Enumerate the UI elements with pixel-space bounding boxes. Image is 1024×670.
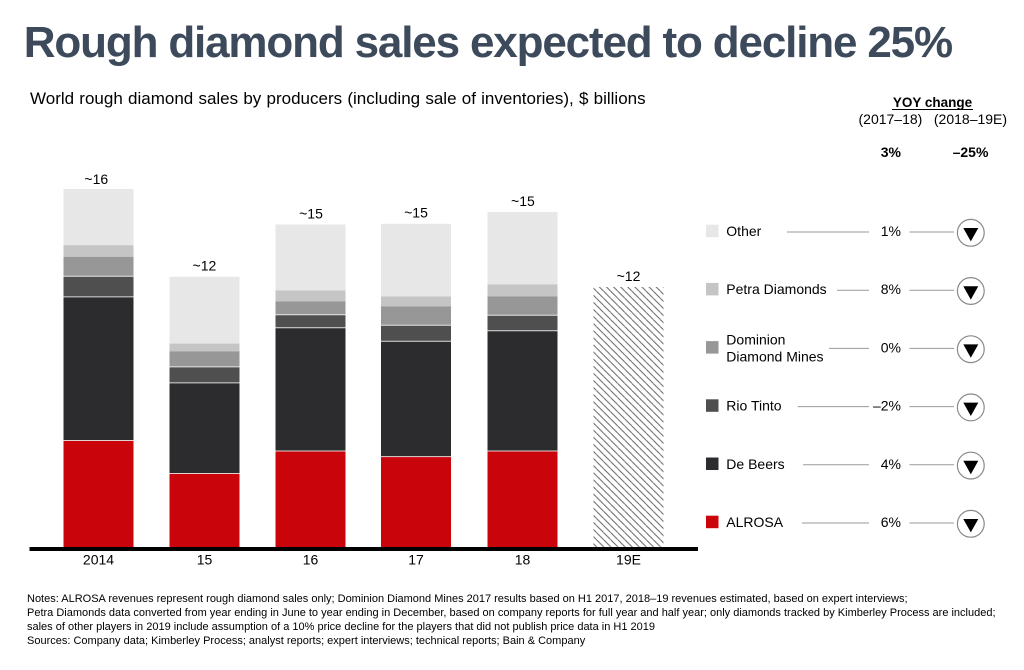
- svg-text:Rio Tinto: Rio Tinto: [726, 398, 781, 414]
- svg-text:19E: 19E: [616, 552, 641, 568]
- svg-text:~15: ~15: [299, 206, 323, 222]
- svg-text:De Beers: De Beers: [726, 456, 784, 472]
- svg-text:ALROSA: ALROSA: [726, 514, 783, 530]
- svg-text:15: 15: [197, 552, 213, 568]
- svg-text:18: 18: [515, 552, 531, 568]
- svg-text:Diamond Mines: Diamond Mines: [726, 348, 823, 364]
- svg-text:~15: ~15: [404, 205, 428, 221]
- svg-text:0%: 0%: [881, 339, 901, 355]
- svg-text:~12: ~12: [617, 268, 641, 284]
- svg-text:~16: ~16: [84, 171, 108, 187]
- svg-text:17: 17: [408, 552, 424, 568]
- svg-text:1%: 1%: [881, 223, 901, 239]
- svg-text:Other: Other: [726, 223, 761, 239]
- svg-text:Dominion: Dominion: [726, 331, 785, 347]
- svg-text:2014: 2014: [83, 552, 114, 568]
- svg-text:Petra Diamonds: Petra Diamonds: [726, 281, 826, 297]
- svg-text:6%: 6%: [881, 514, 901, 530]
- svg-text:16: 16: [303, 552, 319, 568]
- svg-text:8%: 8%: [881, 281, 901, 297]
- svg-text:–2%: –2%: [873, 398, 901, 414]
- svg-text:~12: ~12: [193, 257, 217, 273]
- svg-text:4%: 4%: [881, 456, 901, 472]
- svg-text:~15: ~15: [511, 193, 535, 209]
